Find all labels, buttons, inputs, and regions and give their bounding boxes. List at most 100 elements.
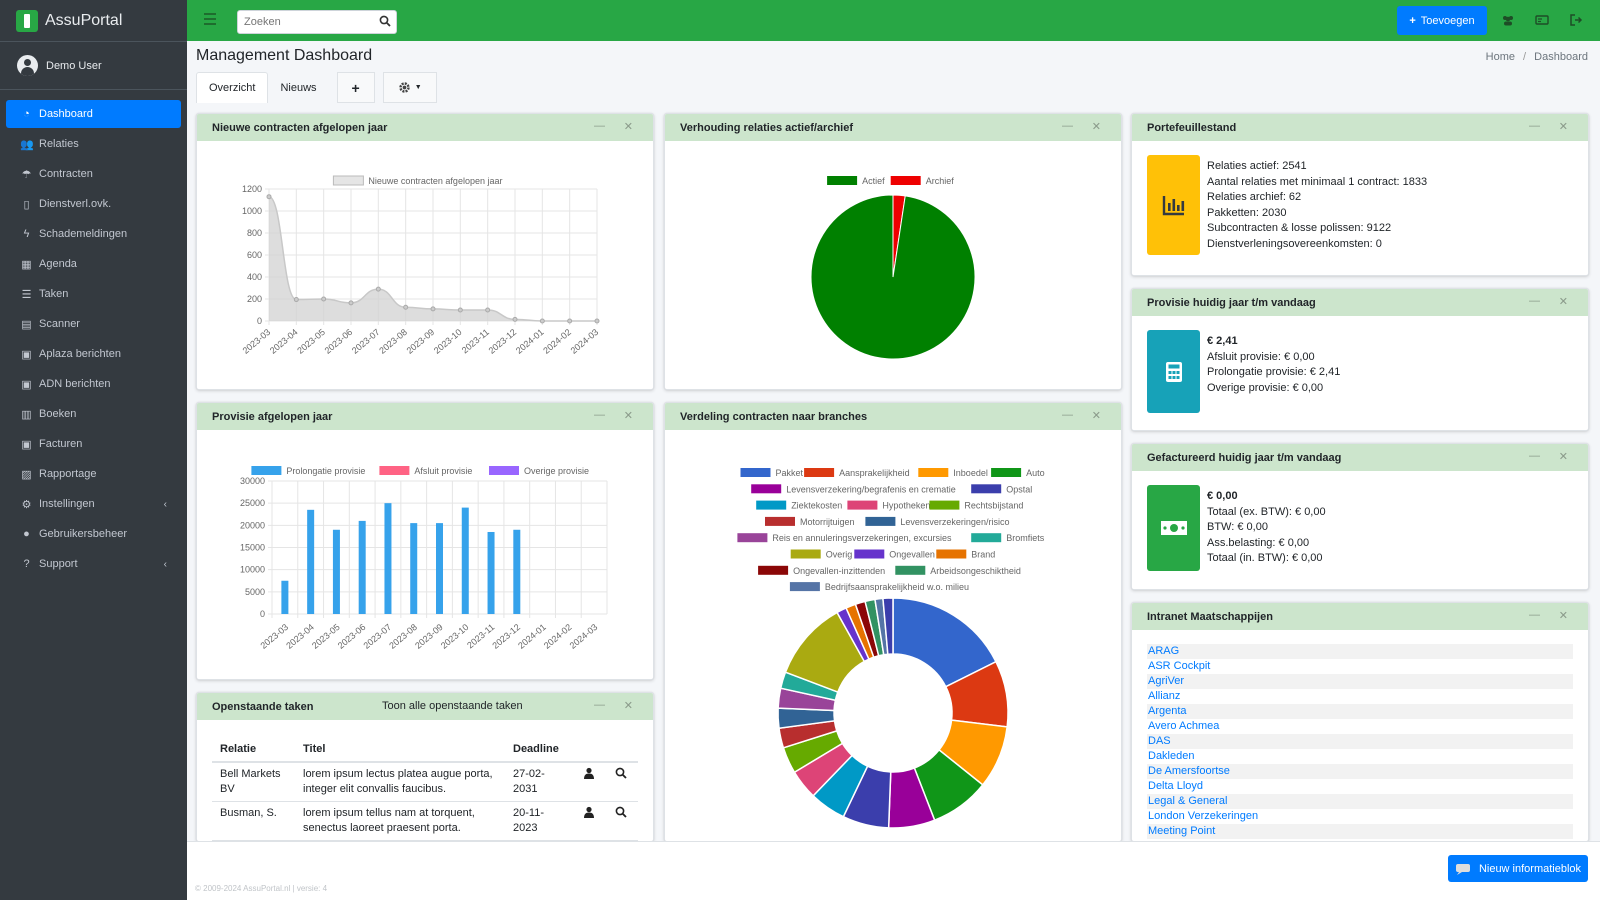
x-tick-label: 2023-06 (336, 622, 368, 651)
show-all-tasks-link[interactable]: Toon alle openstaande taken (382, 700, 523, 712)
legend-swatch (790, 549, 821, 559)
search-icon[interactable] (379, 15, 391, 27)
user-icon[interactable] (575, 762, 607, 802)
intranet-link[interactable]: DAS (1147, 734, 1573, 749)
minimize-icon[interactable]: — (594, 409, 605, 421)
minimize-icon[interactable]: — (594, 699, 605, 711)
search-icon[interactable] (606, 762, 638, 802)
sidebar-item-contracten[interactable]: ☂ Contracten (6, 160, 181, 188)
intranet-link[interactable]: De Amersfoortse (1147, 764, 1573, 779)
x-tick-label: 2024-01 (516, 622, 548, 651)
sidebar-item-aplaza-berichten[interactable]: ▣ Aplaza berichten (6, 340, 181, 368)
close-icon[interactable]: ✕ (623, 410, 633, 422)
sidebar-item-dashboard[interactable]: ◔ Dashboard (6, 100, 181, 128)
legend-label: Ziektekosten (791, 501, 842, 511)
legend-label: Archief (926, 176, 955, 186)
search-icon[interactable] (606, 801, 638, 841)
minimize-icon[interactable]: — (1062, 120, 1073, 132)
sidebar-item-instellingen[interactable]: ⚙ Instellingen ‹ (6, 490, 181, 518)
minimize-icon[interactable]: — (1529, 450, 1540, 462)
id-card-icon[interactable] (1535, 13, 1549, 27)
intranet-link[interactable]: ARAG (1147, 644, 1573, 659)
y-tick-label: 0 (257, 316, 262, 326)
minimize-icon[interactable]: — (1062, 409, 1073, 421)
commission-stats: € 2,41 Afsluit provisie: € 0,00 Prolonga… (1207, 330, 1340, 413)
card-title: Provisie afgelopen jaar (212, 410, 333, 423)
invoice-total: € 0,00 (1207, 490, 1238, 502)
minimize-icon[interactable]: — (594, 120, 605, 132)
minimize-icon[interactable]: — (1529, 295, 1540, 307)
user-panel[interactable]: Demo User (0, 42, 187, 90)
sidebar-item-gebruikersbeheer[interactable]: ● Gebruikersbeheer (6, 520, 181, 548)
close-icon[interactable]: ✕ (1091, 121, 1101, 133)
sidebar-item-agenda[interactable]: ▦ Agenda (6, 250, 181, 278)
y-tick-label: 20000 (240, 520, 265, 530)
close-icon[interactable]: ✕ (1558, 610, 1568, 622)
sidebar-item-schademeldingen[interactable]: ϟ Schademeldingen (6, 220, 181, 248)
sidebar-item-boeken[interactable]: ▥ Boeken (6, 400, 181, 428)
intranet-link[interactable]: Meeting Point (1147, 824, 1573, 839)
tab-nieuws[interactable]: Nieuws (280, 81, 317, 94)
close-icon[interactable]: ✕ (1091, 410, 1101, 422)
search-input[interactable] (238, 11, 368, 33)
data-point (266, 194, 272, 200)
x-tick-label: 2024-01 (514, 327, 546, 356)
table-row[interactable]: Bell Markets BV lorem ipsum lectus plate… (212, 762, 638, 802)
intranet-link[interactable]: Legal & General (1147, 794, 1573, 809)
minimize-icon[interactable]: — (1529, 609, 1540, 621)
dashboard-tabs: Overzicht Nieuws + ▼ (196, 72, 437, 103)
intranet-link[interactable]: Allianz (1148, 690, 1181, 702)
sidebar-item-support[interactable]: ? Support ‹ (6, 550, 181, 578)
intranet-link[interactable]: Dakleden (1148, 750, 1195, 762)
intranet-link[interactable]: London Verzekeringen (1148, 810, 1259, 822)
close-icon[interactable]: ✕ (623, 121, 633, 133)
intranet-link[interactable]: AgriVer (1147, 674, 1573, 689)
users-icon[interactable] (1501, 13, 1515, 27)
intranet-link[interactable]: ASR Cockpit (1148, 660, 1211, 672)
sidebar-item-label: Dienstverl.ovk. (39, 198, 112, 210)
sidebar-item-relaties[interactable]: 👥 Relaties (6, 130, 181, 158)
add-button[interactable]: + Toevoegen (1397, 6, 1487, 35)
sidebar-item-facturen[interactable]: ▣ Facturen (6, 430, 181, 458)
bar (410, 523, 418, 614)
user-name: Demo User (46, 59, 102, 72)
table-row[interactable]: Busman, S. lorem ipsum tellus nam at tor… (212, 801, 638, 841)
new-info-block-button[interactable]: Nieuw informatieblok (1448, 855, 1588, 882)
minimize-icon[interactable]: — (1529, 120, 1540, 132)
sidebar-item-label: Aplaza berichten (39, 348, 121, 360)
breadcrumb-home[interactable]: Home (1485, 51, 1515, 63)
legend-label: Opstal (1006, 484, 1032, 494)
tab-overzicht[interactable]: Overzicht (196, 72, 269, 103)
logout-icon[interactable] (1569, 13, 1583, 27)
sidebar-item-label: Dashboard (39, 108, 93, 120)
book-icon: ▥ (21, 408, 32, 421)
intranet-link[interactable]: Avero Achmea (1148, 720, 1220, 732)
user-icon[interactable] (575, 801, 607, 841)
stat-line: Totaal (in. BTW): € 0,00 (1207, 552, 1323, 564)
legend-label: Reis en annuleringsverzekeringen, excurs… (772, 533, 952, 543)
close-icon[interactable]: ✕ (1558, 121, 1568, 133)
sidebar-item-taken[interactable]: ☰ Taken (6, 280, 181, 308)
data-point (430, 306, 436, 312)
gear-icon: ⚙ (21, 498, 32, 511)
sidebar-item-dienstverl-ovk[interactable]: ▯ Dienstverl.ovk. (6, 190, 181, 218)
sidebar-item-rapportage[interactable]: ▨ Rapportage (6, 460, 181, 488)
intranet-link[interactable]: Delta Lloyd (1148, 780, 1204, 792)
x-tick-label: 2023-08 (387, 622, 419, 651)
close-icon[interactable]: ✕ (623, 700, 633, 712)
umbrella-icon: ☂ (21, 168, 32, 181)
new-contracts-chart: Nieuwe contracten afgelopen jaar 0 200 400 6… (241, 175, 600, 356)
menu-toggle-icon[interactable] (204, 13, 216, 28)
column-header: Relatie (212, 736, 295, 763)
user-admin-icon: ● (23, 528, 30, 540)
close-icon[interactable]: ✕ (1558, 451, 1568, 463)
commission-chart: Prolongatie provisie Afsluit provisie Over… (240, 466, 608, 651)
close-icon[interactable]: ✕ (1558, 296, 1568, 308)
brand[interactable]: AssuPortal (0, 0, 187, 42)
settings-dropdown-button[interactable]: ▼ (382, 72, 437, 103)
sidebar-item-scanner[interactable]: ▤ Scanner (6, 310, 181, 338)
intranet-link[interactable]: Argenta (1147, 704, 1573, 719)
sidebar-item-adn-berichten[interactable]: ▣ ADN berichten (6, 370, 181, 398)
add-tab-button[interactable]: + (336, 72, 375, 103)
cell-deadline: 20-11-2023 (505, 801, 575, 841)
